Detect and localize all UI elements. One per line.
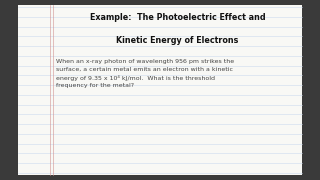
Text: Kinetic Energy of Electrons: Kinetic Energy of Electrons xyxy=(116,36,239,45)
Text: When an x-ray photon of wavelength 956 pm strikes the
surface, a certain metal e: When an x-ray photon of wavelength 956 p… xyxy=(56,59,234,88)
Text: Example:  The Photoelectric Effect and: Example: The Photoelectric Effect and xyxy=(90,13,265,22)
Bar xyxy=(18,5,302,175)
